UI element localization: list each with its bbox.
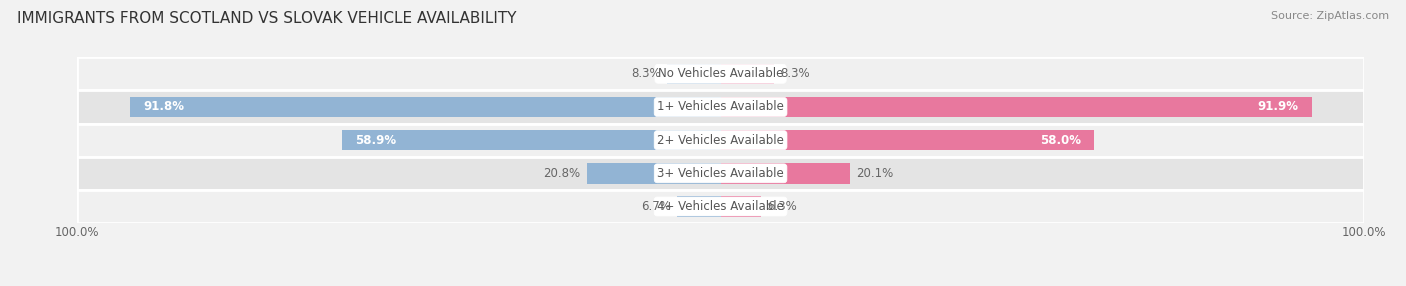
Text: 20.8%: 20.8% <box>543 167 581 180</box>
Text: No Vehicles Available: No Vehicles Available <box>658 67 783 80</box>
Bar <box>77 157 1364 190</box>
Bar <box>77 190 1364 223</box>
Bar <box>721 97 1312 117</box>
Text: 58.9%: 58.9% <box>354 134 395 147</box>
Bar <box>342 130 721 150</box>
Bar <box>131 97 721 117</box>
Text: 4+ Vehicles Available: 4+ Vehicles Available <box>657 200 785 213</box>
Text: 8.3%: 8.3% <box>780 67 810 80</box>
Bar <box>668 63 721 84</box>
Text: 1+ Vehicles Available: 1+ Vehicles Available <box>657 100 785 114</box>
Text: Source: ZipAtlas.com: Source: ZipAtlas.com <box>1271 11 1389 21</box>
Bar <box>721 130 1094 150</box>
Text: 91.8%: 91.8% <box>143 100 184 114</box>
Text: 20.1%: 20.1% <box>856 167 894 180</box>
Text: 91.9%: 91.9% <box>1258 100 1299 114</box>
Bar <box>721 196 761 217</box>
Text: 3+ Vehicles Available: 3+ Vehicles Available <box>657 167 785 180</box>
Text: 8.3%: 8.3% <box>631 67 661 80</box>
Bar <box>721 163 849 184</box>
Bar <box>678 196 721 217</box>
Bar <box>586 163 721 184</box>
Bar <box>77 124 1364 157</box>
Text: 58.0%: 58.0% <box>1040 134 1081 147</box>
Text: 6.3%: 6.3% <box>768 200 797 213</box>
Bar <box>721 63 773 84</box>
Bar <box>77 57 1364 90</box>
Text: 2+ Vehicles Available: 2+ Vehicles Available <box>657 134 785 147</box>
Bar <box>77 90 1364 124</box>
Text: IMMIGRANTS FROM SCOTLAND VS SLOVAK VEHICLE AVAILABILITY: IMMIGRANTS FROM SCOTLAND VS SLOVAK VEHIC… <box>17 11 516 26</box>
Text: 6.7%: 6.7% <box>641 200 671 213</box>
